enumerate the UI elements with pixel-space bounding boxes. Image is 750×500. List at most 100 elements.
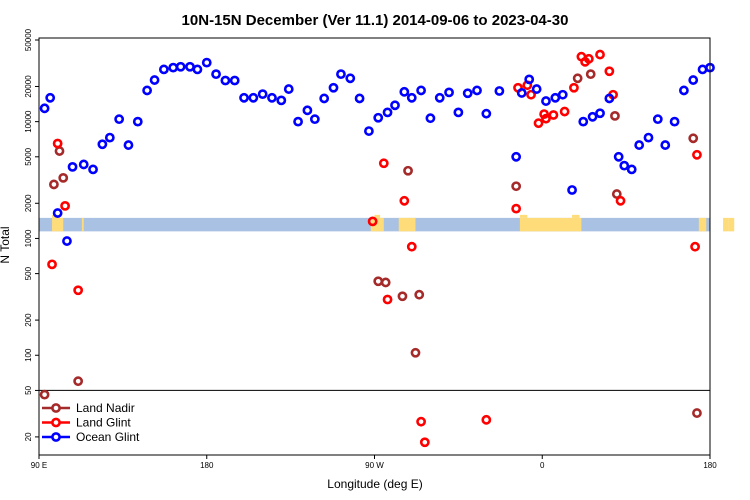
ocean-glint-point xyxy=(45,92,56,103)
ocean-glint-point xyxy=(229,75,240,86)
land-glint-point xyxy=(47,259,57,270)
land-nadir-point xyxy=(397,291,408,302)
ocean-glint-point xyxy=(345,73,356,84)
ocean-glint-point xyxy=(541,96,551,106)
land-patch xyxy=(398,217,416,232)
ocean-glint-point xyxy=(78,159,89,170)
land-patch xyxy=(728,217,735,232)
land-glint-point xyxy=(533,118,544,129)
ocean-glint-point xyxy=(567,185,577,195)
ocean-glint-point xyxy=(595,108,605,119)
ocean-glint-point xyxy=(267,92,277,103)
ocean-glint-point xyxy=(192,64,203,75)
ocean-glint-point xyxy=(494,86,505,96)
ocean-glint-point xyxy=(416,85,426,96)
x-tick-label: 90 E xyxy=(31,461,47,470)
land-patch xyxy=(572,214,580,218)
ocean-glint-point xyxy=(669,116,680,127)
land-nadir-point xyxy=(380,277,391,288)
land-nadir-point xyxy=(73,376,84,387)
land-glint-point xyxy=(419,437,430,448)
land-patch xyxy=(698,217,707,232)
ocean-glint-point xyxy=(52,208,63,218)
land-glint-point xyxy=(595,49,605,60)
land-glint-point xyxy=(73,285,84,296)
legend-marker xyxy=(51,403,61,413)
ocean-glint-point xyxy=(531,84,542,94)
land-glint-point xyxy=(583,53,594,64)
ocean-glint-point xyxy=(399,86,410,97)
x-tick-label: 90 W xyxy=(365,461,384,470)
land-patch xyxy=(519,214,528,218)
ocean-glint-point xyxy=(142,85,153,96)
ocean-glint-point xyxy=(550,92,561,103)
ocean-glint-point xyxy=(643,132,654,143)
land-glint-point xyxy=(541,113,551,124)
ocean-glint-point xyxy=(302,105,313,116)
land-nadir-point xyxy=(692,408,702,418)
y-tick-label: 10000 xyxy=(24,110,33,133)
land-patch xyxy=(723,217,729,232)
ocean-glint-point xyxy=(239,92,249,103)
land-glint-point xyxy=(52,138,63,149)
ocean-glint-point xyxy=(293,116,303,127)
ocean-glint-point xyxy=(481,108,492,119)
legend-label: Ocean Glint xyxy=(76,430,140,444)
y-axis-label: N Total xyxy=(0,226,12,263)
ocean-glint-point xyxy=(354,93,365,104)
y-tick-label: 200 xyxy=(24,313,33,327)
ocean-glint-point xyxy=(220,75,231,86)
map-strip xyxy=(39,214,735,232)
land-nadir-point xyxy=(410,347,421,358)
land-nadir-point xyxy=(585,69,596,80)
ocean-glint-point xyxy=(516,88,527,98)
ocean-glint-point xyxy=(613,151,624,162)
ocean-glint-point xyxy=(123,140,134,150)
legend-item-ocean-glint: Ocean Glint xyxy=(42,430,140,444)
land-glint-point xyxy=(692,149,702,160)
ocean-glint-point xyxy=(619,160,630,171)
land-nadir-point xyxy=(58,172,69,183)
y-tick-label: 20 xyxy=(24,432,33,441)
ocean-glint-point xyxy=(62,236,72,246)
data-points xyxy=(39,49,715,448)
ocean-glint-point xyxy=(472,85,482,96)
ocean-glint-point xyxy=(201,57,212,68)
y-tick-label: 50 xyxy=(24,385,33,394)
ocean-glint-point xyxy=(578,116,589,127)
land-glint-point xyxy=(382,294,393,305)
y-tick-label: 2000 xyxy=(24,194,33,212)
y-tick-label: 5000 xyxy=(24,147,33,165)
land-nadir-point xyxy=(511,181,522,192)
land-nadir-point xyxy=(403,165,413,176)
ocean-glint-point xyxy=(453,107,464,118)
ocean-glint-point xyxy=(336,69,346,80)
ocean-glint-point xyxy=(604,93,615,104)
ocean-glint-point xyxy=(406,92,417,103)
land-glint-point xyxy=(548,110,559,120)
y-axis: 20 50 100 200 500 1000 2000 5000 10000 20000 50000 xyxy=(24,28,39,441)
ocean-glint-point xyxy=(652,114,663,125)
x-tick-label: 180 xyxy=(200,461,214,470)
legend-item-land-glint: Land Glint xyxy=(42,416,131,430)
ocean-glint-point xyxy=(587,111,598,122)
x-axis: 90 E 180 90 W 0 180 xyxy=(31,455,717,470)
land-patch xyxy=(374,214,381,218)
land-glint-point xyxy=(399,195,410,206)
plot-frame xyxy=(38,37,711,456)
series-land-nadir xyxy=(39,69,702,418)
y-tick-label: 500 xyxy=(24,266,33,280)
legend-marker xyxy=(51,432,61,442)
land-glint-point xyxy=(559,106,570,117)
ocean-glint-point xyxy=(679,85,689,96)
y-tick-label: 1000 xyxy=(24,229,33,247)
land-nadir-point xyxy=(49,179,59,190)
ocean-glint-point xyxy=(168,62,179,73)
land-nadir-point xyxy=(688,133,699,144)
land-glint-point xyxy=(367,216,378,227)
land-glint-point xyxy=(378,158,389,169)
y-tick-label: 100 xyxy=(24,348,33,362)
land-glint-point xyxy=(526,89,536,100)
